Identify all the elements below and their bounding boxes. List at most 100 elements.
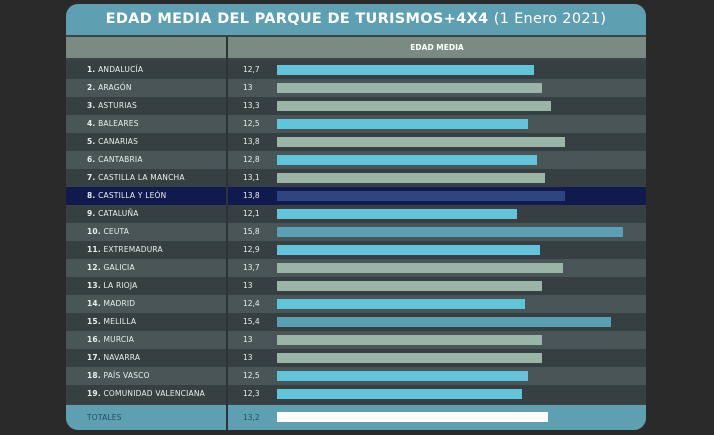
row-label: 1. ANDALUCÍA <box>87 61 143 79</box>
region-name: CEUTA <box>103 227 130 236</box>
value-label: 13,3 <box>243 101 260 110</box>
row-label: 8. CASTILLA Y LEÓN <box>87 187 166 205</box>
row-label: 19. COMUNIDAD VALENCIANA <box>87 385 205 403</box>
region-name: EXTREMADURA <box>103 245 163 254</box>
bar <box>277 227 623 237</box>
bar <box>277 65 534 75</box>
table-row: 4. BALEARES 12,5 <box>66 115 646 133</box>
bar <box>277 317 612 327</box>
value-label: 12,9 <box>243 245 260 254</box>
value-label: 13 <box>243 353 253 362</box>
bar <box>277 209 517 219</box>
rank: 14. <box>87 299 101 308</box>
totals-bar <box>277 412 549 422</box>
bar <box>277 335 543 345</box>
column-header-label: EDAD MEDIA <box>410 43 464 52</box>
rank: 19. <box>87 389 101 398</box>
table-row: 2. ARAGÓN 13 <box>66 79 646 97</box>
row-label: 9. CATALUÑA <box>87 205 139 223</box>
value-label: 13,8 <box>243 137 260 146</box>
rank: 18. <box>87 371 101 380</box>
value-label: 15,4 <box>243 317 260 326</box>
value-label: 13 <box>243 281 253 290</box>
row-label: 11. EXTREMADURA <box>87 241 163 259</box>
row-label: 13. LA RIOJA <box>87 277 138 295</box>
table-row: 3. ASTURIAS 13,3 <box>66 97 646 115</box>
row-label: 3. ASTURIAS <box>87 97 137 115</box>
table-row: 11. EXTREMADURA 12,9 <box>66 241 646 259</box>
bar <box>277 353 543 363</box>
table-row: 1. ANDALUCÍA 12,7 <box>66 61 646 79</box>
table-row: 6. CANTABRIA 12,8 <box>66 151 646 169</box>
value-label: 12,4 <box>243 299 260 308</box>
region-name: BALEARES <box>98 119 139 128</box>
column-header: EDAD MEDIA <box>66 37 646 58</box>
row-label: 5. CANARIAS <box>87 133 138 151</box>
value-label: 15,8 <box>243 227 260 236</box>
value-label: 12,8 <box>243 155 260 164</box>
rank: 9. <box>87 209 96 218</box>
region-name: MADRID <box>103 299 136 308</box>
table-row: 8. CASTILLA Y LEÓN 13,8 <box>66 187 646 205</box>
bar <box>277 155 537 165</box>
rank: 17. <box>87 353 101 362</box>
totals-label: TOTALES <box>87 413 122 422</box>
value-label: 13,1 <box>243 173 260 182</box>
rank: 16. <box>87 335 101 344</box>
bar <box>277 137 566 147</box>
chart-title: EDAD MEDIA DEL PARQUE DE TURISMOS+4X4 (1… <box>66 4 646 35</box>
row-label: 17. NAVARRA <box>87 349 140 367</box>
row-label: 14. MADRID <box>87 295 135 313</box>
value-label: 13,8 <box>243 191 260 200</box>
region-name: CASTILLA Y LEÓN <box>98 191 167 200</box>
value-label: 13 <box>243 83 253 92</box>
region-name: GALICIA <box>103 263 135 272</box>
rank: 11. <box>87 245 101 254</box>
table-row: 10. CEUTA 15,8 <box>66 223 646 241</box>
bar <box>277 101 552 111</box>
totals-value: 13,2 <box>243 413 260 422</box>
value-label: 12,1 <box>243 209 260 218</box>
rank: 15. <box>87 317 101 326</box>
region-name: ANDALUCÍA <box>98 65 144 74</box>
row-label: 2. ARAGÓN <box>87 79 132 97</box>
table-row: 15. MELILLA 15,4 <box>66 313 646 331</box>
table-row: 18. PAÍS VASCO 12,5 <box>66 367 646 385</box>
rank: 4. <box>87 119 96 128</box>
row-label: 16. MURCIA <box>87 331 134 349</box>
region-name: MURCIA <box>103 335 135 344</box>
row-label: 18. PAÍS VASCO <box>87 367 150 385</box>
value-label: 13,7 <box>243 263 260 272</box>
region-name: CANARIAS <box>98 137 139 146</box>
totals-row: TOTALES 13,2 <box>66 405 646 430</box>
table-row: 12. GALICIA 13,7 <box>66 259 646 277</box>
value-label: 13 <box>243 335 253 344</box>
bar <box>277 281 543 291</box>
rank: 6. <box>87 155 96 164</box>
rank: 3. <box>87 101 96 110</box>
bar <box>277 245 540 255</box>
region-name: NAVARRA <box>103 353 141 362</box>
table-row: 16. MURCIA 13 <box>66 331 646 349</box>
chart-card: EDAD MEDIA DEL PARQUE DE TURISMOS+4X4 (1… <box>66 4 646 430</box>
value-label: 12,7 <box>243 65 260 74</box>
region-name: CANTABRIA <box>98 155 143 164</box>
rank: 12. <box>87 263 101 272</box>
table-row: 14. MADRID 12,4 <box>66 295 646 313</box>
bar <box>277 389 523 399</box>
row-label: 6. CANTABRIA <box>87 151 143 169</box>
table-row: 19. COMUNIDAD VALENCIANA 12,3 <box>66 385 646 403</box>
value-label: 12,5 <box>243 371 260 380</box>
region-name: MELILLA <box>103 317 137 326</box>
table-row: 17. NAVARRA 13 <box>66 349 646 367</box>
rank: 5. <box>87 137 96 146</box>
value-label: 12,5 <box>243 119 260 128</box>
region-name: ARAGÓN <box>98 83 132 92</box>
bar <box>277 263 563 273</box>
row-label: 15. MELILLA <box>87 313 136 331</box>
title-main: EDAD MEDIA DEL PARQUE DE TURISMOS+4X4 <box>105 11 489 27</box>
value-label: 12,3 <box>243 389 260 398</box>
table-row: 7. CASTILLA LA MANCHA 13,1 <box>66 169 646 187</box>
rank: 2. <box>87 83 96 92</box>
bar <box>277 299 526 309</box>
